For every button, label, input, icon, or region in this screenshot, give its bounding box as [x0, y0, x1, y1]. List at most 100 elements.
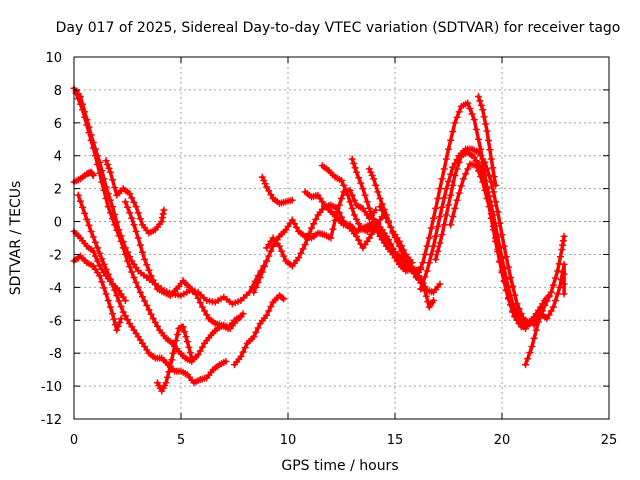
data-point-marker [432, 232, 440, 240]
data-point-marker [365, 234, 373, 242]
data-point-marker [106, 303, 114, 311]
data-point-marker [203, 311, 211, 319]
data-point-marker [440, 221, 448, 229]
data-point-marker [400, 246, 408, 254]
data-point-marker [185, 343, 193, 351]
data-point-marker [96, 249, 104, 257]
data-point-marker [83, 215, 91, 223]
data-point-marker [436, 280, 444, 288]
data-point-marker [423, 242, 431, 250]
data-point-marker [447, 191, 455, 199]
series-line [448, 162, 524, 329]
data-point-marker [479, 178, 487, 186]
data-point-marker [462, 170, 470, 178]
data-point-marker [502, 253, 510, 261]
data-point-marker [303, 235, 311, 243]
data-point-marker [132, 278, 140, 286]
data-point-marker [453, 113, 461, 121]
data-point-marker [113, 326, 121, 334]
data-point-marker [528, 343, 536, 351]
data-point-marker [430, 242, 438, 250]
data-point-marker [352, 215, 360, 223]
data-point-marker [128, 194, 136, 202]
data-point-marker [509, 282, 517, 290]
data-point-marker [81, 209, 89, 217]
data-point-marker [163, 373, 171, 381]
data-point-marker [179, 323, 187, 331]
data-point-marker [106, 209, 114, 217]
data-point-marker [198, 343, 206, 351]
data-point-marker [449, 213, 457, 221]
data-point-marker [254, 324, 262, 332]
data-point-marker [94, 244, 102, 252]
data-point-marker [346, 198, 354, 206]
data-point-marker [466, 105, 474, 113]
data-point-marker [91, 152, 99, 160]
data-point-marker [128, 268, 136, 276]
y-tick-label: 0 [54, 216, 62, 231]
data-point-marker [492, 237, 500, 245]
data-point-marker [355, 174, 363, 182]
data-point-marker [532, 317, 540, 325]
data-point-marker [417, 264, 425, 272]
data-point-marker [124, 257, 131, 265]
data-point-marker [445, 201, 452, 209]
data-point-marker [484, 136, 492, 144]
data-point-marker [419, 259, 427, 267]
data-point-marker [186, 349, 194, 357]
data-point-marker [352, 168, 360, 176]
series-track-04 [74, 191, 230, 387]
data-point-marker [138, 248, 146, 256]
x-tick-label: 20 [494, 433, 511, 448]
data-point-marker [160, 206, 168, 214]
data-point-marker [355, 220, 363, 228]
data-point-marker [110, 315, 118, 323]
data-point-marker [265, 252, 273, 260]
y-tick-label: -8 [49, 347, 62, 362]
data-point-marker [132, 227, 140, 235]
data-point-marker [449, 181, 457, 189]
data-point-marker [308, 224, 316, 232]
data-point-marker [447, 136, 455, 144]
data-point-marker [447, 221, 455, 229]
data-point-marker [168, 356, 176, 364]
data-point-marker [280, 252, 288, 260]
data-point-marker [436, 185, 444, 193]
data-point-marker [260, 263, 268, 271]
data-point-marker [305, 230, 313, 238]
data-point-marker [447, 170, 455, 178]
data-point-marker [449, 163, 457, 171]
data-point-marker [387, 223, 395, 231]
data-point-marker [98, 278, 106, 286]
data-point-marker [395, 237, 403, 245]
x-tick-label: 25 [601, 433, 618, 448]
data-point-marker [543, 315, 551, 323]
data-point-marker [117, 303, 125, 311]
data-point-marker [96, 169, 104, 177]
data-point-marker [295, 254, 303, 262]
data-point-marker [87, 136, 95, 144]
data-point-marker [365, 204, 373, 212]
data-point-marker [94, 161, 102, 169]
data-point-marker [165, 368, 173, 376]
data-point-marker [432, 204, 440, 212]
data-point-marker [267, 303, 275, 311]
series-track-08 [121, 198, 245, 332]
data-point-marker [130, 273, 138, 281]
data-point-marker [492, 181, 500, 189]
series-track-10 [231, 292, 288, 369]
data-point-marker [102, 195, 110, 203]
data-point-marker [76, 100, 84, 108]
data-point-marker [470, 116, 478, 124]
data-point-marker [301, 241, 309, 249]
data-point-marker [434, 247, 442, 255]
y-tick-label: -12 [41, 413, 62, 428]
data-point-marker [560, 280, 568, 288]
data-point-marker [149, 315, 157, 323]
data-point-marker [91, 238, 99, 246]
data-point-marker [342, 186, 350, 194]
data-point-marker [348, 155, 356, 163]
data-point-marker [76, 197, 84, 205]
data-point-marker [117, 315, 125, 323]
series-track-23 [474, 92, 500, 189]
